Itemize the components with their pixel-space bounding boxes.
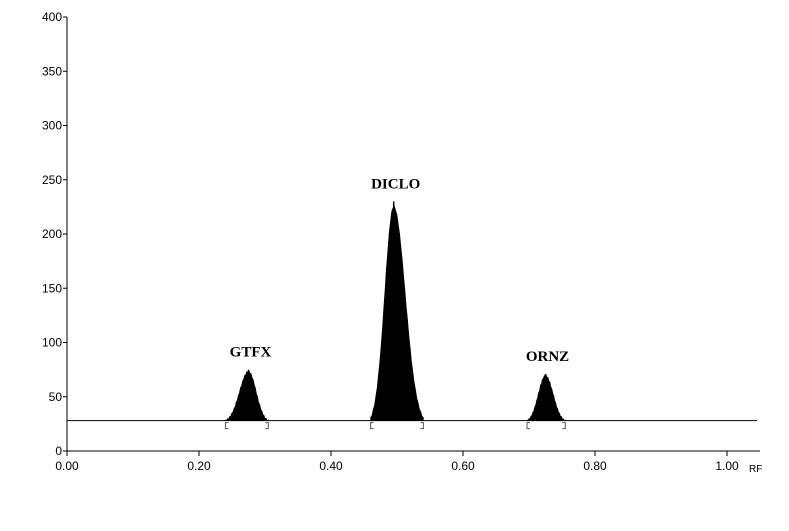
x-tick-label: 1.00 bbox=[715, 459, 739, 473]
x-axis-label: RF bbox=[749, 464, 762, 475]
peak-labels: GTFX DICLO ORNZ bbox=[230, 176, 570, 365]
bracket-end-gtfx bbox=[265, 422, 269, 430]
x-tick-label: 0.60 bbox=[451, 459, 475, 473]
y-tick-label: 300 bbox=[42, 119, 62, 133]
y-ticks: 0 50 100 150 200 250 300 350 400 bbox=[42, 10, 67, 458]
y-tick-label: 200 bbox=[42, 227, 62, 241]
peak-label-ornz: ORNZ bbox=[526, 349, 569, 365]
y-tick-label: 400 bbox=[42, 10, 62, 24]
x-tick-label: 0.00 bbox=[55, 459, 79, 473]
peak-fills bbox=[225, 201, 566, 422]
x-ticks: 0.00 0.20 0.40 0.60 0.80 1.00 bbox=[55, 451, 739, 473]
y-tick-label: 250 bbox=[42, 173, 62, 187]
peak-ornz bbox=[526, 374, 566, 422]
y-tick-label: 50 bbox=[49, 390, 63, 404]
bracket-end-ornz bbox=[562, 422, 566, 430]
bracket-start-ornz bbox=[526, 422, 531, 430]
y-tick-label: 0 bbox=[55, 444, 62, 458]
peak-gtfx bbox=[225, 370, 269, 422]
y-tick-label: 100 bbox=[42, 336, 62, 350]
x-tick-label: 0.80 bbox=[583, 459, 607, 473]
bracket-start-diclo bbox=[370, 422, 374, 430]
y-tick-label: 350 bbox=[42, 64, 62, 78]
x-tick-label: 0.40 bbox=[319, 459, 343, 473]
integration-brackets bbox=[224, 422, 566, 430]
y-tick-label: 150 bbox=[42, 281, 62, 295]
bracket-start-gtfx bbox=[224, 422, 229, 430]
bracket-end-diclo bbox=[420, 422, 424, 430]
peak-label-diclo: DICLO bbox=[371, 176, 420, 192]
peak-diclo bbox=[370, 205, 424, 421]
x-tick-label: 0.20 bbox=[187, 459, 211, 473]
peak-label-gtfx: GTFX bbox=[230, 345, 272, 361]
